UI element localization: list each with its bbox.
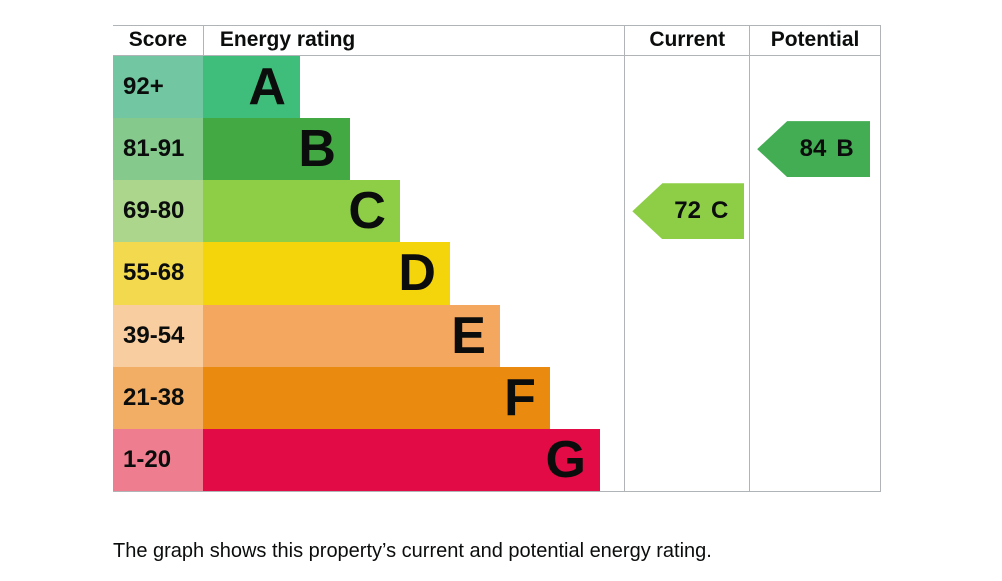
band-row-c: 69-80 C 72 C <box>113 180 880 243</box>
current-rating-arrow: 72 C <box>632 183 745 240</box>
current-column-cell <box>624 428 749 491</box>
band-row-g: 1-20 G <box>113 428 880 491</box>
score-range-g: 1-20 <box>113 428 203 491</box>
header-energy-rating: Energy rating <box>202 26 624 55</box>
header-score: Score <box>128 28 188 52</box>
band-bar-g: G <box>202 428 600 491</box>
potential-column-cell: 84 B <box>749 118 880 181</box>
bar-area: F <box>202 366 624 429</box>
chart-caption: The graph shows this property’s current … <box>113 540 712 562</box>
current-column-cell <box>624 242 749 305</box>
band-bar-b: B <box>202 118 350 181</box>
band-bar-f: F <box>202 366 550 429</box>
score-range-c: 69-80 <box>113 180 203 243</box>
bar-area: A <box>202 55 624 119</box>
potential-column-cell <box>749 180 880 243</box>
bar-area: C <box>202 180 624 243</box>
band-row-a: 92+ A <box>113 55 880 119</box>
potential-column-cell <box>749 428 880 491</box>
bar-area: B <box>202 118 624 181</box>
score-range-e: 39-54 <box>113 304 203 367</box>
band-row-d: 55-68 D <box>113 242 880 305</box>
band-letter-e: E <box>451 306 486 365</box>
table-header-row: Score Energy rating Current Potential <box>113 26 880 56</box>
band-bar-d: D <box>202 242 450 305</box>
potential-column-cell <box>749 366 880 429</box>
band-letter-f: F <box>504 368 536 427</box>
band-letter-a: A <box>248 57 286 116</box>
band-letter-b: B <box>298 120 336 179</box>
bar-area: E <box>202 304 624 367</box>
potential-score: 84 <box>799 135 827 163</box>
potential-column-cell <box>749 55 880 119</box>
epc-rating-table: Score Energy rating Current Potential 92… <box>113 25 881 492</box>
band-row-f: 21-38 F <box>113 366 880 429</box>
potential-column-cell <box>749 242 880 305</box>
band-bar-c: C <box>202 180 400 243</box>
band-letter-d: D <box>398 244 436 303</box>
bar-area: G <box>202 428 624 491</box>
potential-band: B <box>836 135 854 163</box>
score-range-a: 92+ <box>113 55 203 119</box>
potential-column-cell <box>749 304 880 367</box>
header-potential: Potential <box>749 26 880 55</box>
band-bar-a: A <box>202 55 300 119</box>
potential-rating-arrow: 84 B <box>757 121 871 178</box>
current-column-cell <box>624 55 749 119</box>
current-column-cell: 72 C <box>624 180 749 243</box>
current-column-cell <box>624 304 749 367</box>
score-range-b: 81-91 <box>113 118 203 181</box>
header-current: Current <box>624 26 749 55</box>
bar-area: D <box>202 242 624 305</box>
current-score: 72 <box>674 197 701 225</box>
band-letter-g: G <box>545 430 586 489</box>
current-band: C <box>711 197 729 225</box>
score-range-f: 21-38 <box>113 366 203 429</box>
band-row-b: 81-91 B 84 B <box>113 118 880 181</box>
band-row-e: 39-54 E <box>113 304 880 367</box>
band-letter-c: C <box>348 182 386 241</box>
score-range-d: 55-68 <box>113 242 203 305</box>
current-column-cell <box>624 366 749 429</box>
band-bar-e: E <box>202 304 500 367</box>
current-column-cell <box>624 118 749 181</box>
